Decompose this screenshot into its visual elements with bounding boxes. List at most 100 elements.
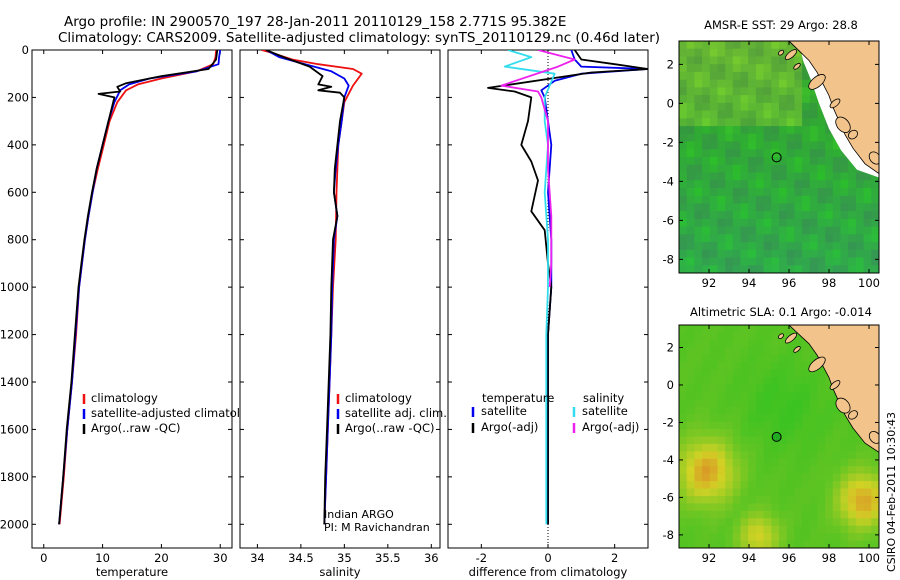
sst_map-pixel (786, 172, 795, 181)
sla_map-pixel (786, 354, 795, 363)
sla_map-pixel (732, 362, 742, 371)
sst_map-pixel (679, 110, 688, 119)
salinity-xtick-label: 35.5 (375, 551, 401, 565)
sla_map-pixel (771, 488, 780, 497)
sla_map-pixel (763, 436, 772, 445)
sla_map-pixel (702, 443, 711, 452)
sst_map-pixel (802, 110, 811, 119)
sst_map-pixel (832, 218, 842, 228)
sla_map-pixel (794, 503, 803, 512)
sla_map-pixel (740, 362, 749, 371)
sla_map-pixel (709, 362, 719, 371)
sla_map-pixel (779, 391, 788, 400)
sla_map-pixel (863, 466, 872, 475)
sst_map-pixel (694, 41, 703, 50)
sla_map-pixel (871, 451, 879, 460)
sst_map-pixel (763, 118, 772, 127)
sla_map-pixel (702, 369, 711, 378)
sst_map-pixel (740, 218, 749, 228)
sla_map-pixel (794, 399, 803, 408)
sla_map-pixel (679, 369, 688, 378)
sst_map-pixel (779, 79, 788, 88)
sst_map-pixel (809, 172, 819, 181)
sla_map-pixel (771, 414, 780, 423)
sst_map-pixel (771, 41, 780, 50)
sla_map-ytick-label: -4 (663, 453, 674, 467)
sla_map-pixel (732, 525, 742, 534)
sla_map-pixel (832, 406, 842, 415)
sla_map-pixel (732, 496, 742, 504)
sst_map-pixel (740, 234, 749, 243)
sst_map-island (829, 98, 841, 109)
difference-legend-header-temperature: temperature (482, 391, 554, 405)
sst_map-pixel (732, 180, 742, 189)
sla_map-pixel (694, 339, 703, 348)
sst_map-pixel (817, 164, 826, 173)
sla_map-pixel (809, 354, 819, 363)
sst_map-pixel (686, 126, 695, 135)
sst_map-pixel (686, 211, 695, 220)
sst_map-pixel (717, 141, 726, 150)
sla_map-pixel (717, 429, 726, 438)
sst_map-axes-frame (678, 40, 880, 274)
sla_map-pixel (732, 332, 742, 341)
sla_map-pixel (755, 436, 765, 445)
sst_map-pixel (840, 211, 849, 220)
sst_map-pixel (817, 211, 826, 220)
sla_map-pixel (855, 466, 865, 475)
sla_map-pixel (855, 518, 865, 527)
sst_map-pixel (809, 218, 819, 228)
sla_map-pixel (840, 429, 849, 438)
sla_map-argo-marker (771, 431, 782, 442)
sla_map-pixel (794, 421, 803, 430)
sla_map-pixel (686, 466, 695, 475)
sst_map-pixel (763, 102, 772, 112)
sla_map-pixel (832, 436, 842, 445)
sla_map-pixel (686, 362, 695, 371)
sst_map-pixel (709, 126, 719, 135)
sla_map-pixel (702, 414, 711, 423)
temperature-axes-frame (31, 49, 233, 549)
sla_map-pixel (748, 339, 757, 348)
sla_map-pixel (817, 503, 826, 512)
sst_map-pixel (679, 48, 688, 57)
sst_map-pixel (748, 249, 757, 259)
sst_map-pixel (755, 126, 765, 135)
salinity-legend-label: satellite adj. clim. (345, 406, 447, 420)
sla_map-pixel (732, 339, 742, 348)
sla_map-pixel (832, 488, 842, 497)
sla_map-pixel (717, 362, 726, 371)
sla_map-pixel (709, 436, 719, 445)
sla_map-pixel (817, 451, 826, 460)
sla_map-pixel (686, 399, 695, 408)
sst_map-pixel (825, 157, 834, 166)
sst_map-pixel (771, 110, 780, 119)
sst_map-pixel (748, 118, 757, 127)
sst_map-pixel (709, 203, 719, 212)
sst_map-pixel (740, 172, 749, 181)
sla_map-pixel (748, 481, 757, 490)
sst_map-pixel (694, 110, 703, 119)
sst_map-pixel (702, 141, 711, 150)
sla_map-pixel (686, 540, 695, 548)
sla_map-pixel (679, 488, 688, 497)
sst_map-pixel (725, 172, 734, 181)
sla_map-pixel (825, 443, 834, 452)
sst_map-pixel (825, 234, 834, 243)
sst_map-pixel (709, 249, 719, 259)
sla_map-pixel (809, 399, 819, 408)
sla_map-pixel (840, 421, 849, 430)
sla_map-pixel (817, 391, 826, 400)
sst_map-pixel (786, 242, 795, 251)
sst_map-pixel (686, 157, 695, 166)
sst_map-xtick-label: 96 (782, 276, 797, 290)
sla_map-pixel (863, 488, 872, 497)
sst_map-pixel (755, 180, 765, 189)
sla_map-pixel (748, 362, 757, 371)
sst_map-pixel (702, 110, 711, 119)
sla_map-pixel (732, 481, 742, 490)
sst_map-pixel (817, 133, 826, 143)
sla_map-pixel (863, 510, 872, 519)
sst_map-pixel (686, 41, 695, 50)
sla_map-pixel (863, 451, 872, 460)
